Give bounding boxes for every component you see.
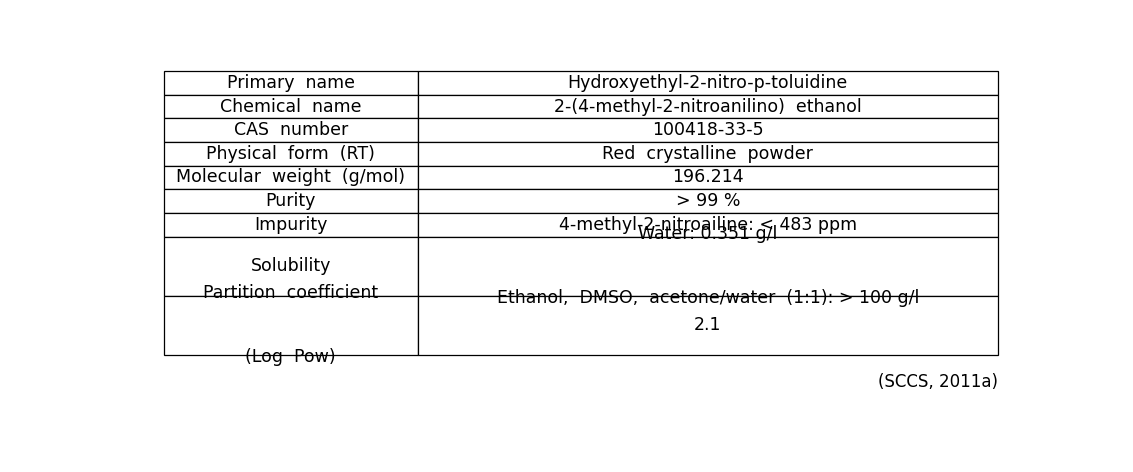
Bar xyxy=(418,142,998,166)
Text: > 99 %: > 99 % xyxy=(675,192,740,210)
Text: Red  crystalline  powder: Red crystalline powder xyxy=(603,145,813,163)
Text: Hydroxyethyl-2-nitro-p-toluidine: Hydroxyethyl-2-nitro-p-toluidine xyxy=(568,74,847,92)
Bar xyxy=(418,236,998,295)
Text: Chemical  name: Chemical name xyxy=(220,98,361,116)
Text: 4-methyl-2-nitroailine: < 483 ppm: 4-methyl-2-nitroailine: < 483 ppm xyxy=(559,216,857,234)
Bar xyxy=(163,118,418,142)
Text: Solubility: Solubility xyxy=(250,257,331,275)
Text: Impurity: Impurity xyxy=(254,216,327,234)
Text: 100418-33-5: 100418-33-5 xyxy=(653,121,764,139)
Bar xyxy=(163,71,418,95)
Text: Water: 0.351 g/l

Ethanol,  DMSO,  acetone/water  (1:1): > 100 g/l: Water: 0.351 g/l Ethanol, DMSO, acetone/… xyxy=(496,225,919,307)
Text: 2.1: 2.1 xyxy=(695,316,722,334)
Text: (SCCS, 2011a): (SCCS, 2011a) xyxy=(878,373,998,391)
Bar xyxy=(163,213,418,236)
Bar xyxy=(163,166,418,189)
Text: Purity: Purity xyxy=(265,192,316,210)
Text: Physical  form  (RT): Physical form (RT) xyxy=(206,145,375,163)
Bar xyxy=(418,295,998,354)
Bar xyxy=(418,189,998,213)
Bar xyxy=(418,118,998,142)
Bar xyxy=(163,95,418,118)
Text: Partition  coefficient

(Log  Pow): Partition coefficient (Log Pow) xyxy=(203,284,378,366)
Bar xyxy=(163,236,418,295)
Text: Primary  name: Primary name xyxy=(227,74,355,92)
Bar xyxy=(418,95,998,118)
Bar xyxy=(163,189,418,213)
Bar xyxy=(418,213,998,236)
Bar xyxy=(418,71,998,95)
Text: Molecular  weight  (g/mol): Molecular weight (g/mol) xyxy=(177,169,406,186)
Bar xyxy=(418,166,998,189)
Text: 196.214: 196.214 xyxy=(672,169,743,186)
Bar xyxy=(163,295,418,354)
Text: CAS  number: CAS number xyxy=(233,121,348,139)
Bar xyxy=(163,142,418,166)
Text: 2-(4-methyl-2-nitroanilino)  ethanol: 2-(4-methyl-2-nitroanilino) ethanol xyxy=(554,98,862,116)
